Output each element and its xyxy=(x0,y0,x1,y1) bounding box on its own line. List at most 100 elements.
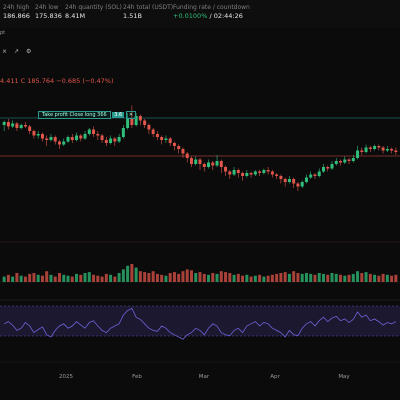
volume-bar xyxy=(6,274,10,282)
candle-body xyxy=(283,179,287,182)
volume-bar xyxy=(377,275,381,282)
take-profit-qty: 3.6 xyxy=(112,112,125,118)
volume-bar xyxy=(45,271,49,282)
settings-icon[interactable]: ⚙ xyxy=(26,48,32,55)
candle-body xyxy=(151,129,155,134)
volume-bar xyxy=(2,276,6,282)
volume-bar xyxy=(228,273,232,282)
volume-bar xyxy=(360,273,364,282)
subline-text: pt xyxy=(0,30,6,36)
candle-body xyxy=(83,134,87,139)
volume-bar xyxy=(287,273,291,282)
volume-bar xyxy=(19,275,23,282)
volume-bar xyxy=(283,272,287,282)
candle-body xyxy=(360,150,364,152)
volume-bar xyxy=(143,272,147,282)
funding-countdown: / 02:44:26 xyxy=(207,12,243,20)
candle-body xyxy=(394,150,398,152)
volume-bar xyxy=(304,273,308,282)
volume-bar xyxy=(253,275,257,282)
candle-body xyxy=(194,159,198,164)
stat-0: 24h high 186.866 xyxy=(3,4,30,20)
candle-body xyxy=(228,171,232,175)
candle-body xyxy=(373,146,377,149)
volume-bar xyxy=(202,273,206,282)
x-tick-label: Feb xyxy=(132,374,142,380)
volume-bar xyxy=(66,275,70,282)
candle-body xyxy=(168,138,172,143)
candle-body xyxy=(45,138,49,140)
volume-bar xyxy=(224,272,228,282)
candle-body xyxy=(117,137,121,142)
candle-body xyxy=(304,177,308,182)
candle-body xyxy=(292,179,296,184)
candle-body xyxy=(138,116,142,121)
candle-body xyxy=(385,149,389,151)
volume-bar xyxy=(32,273,36,282)
volume-bar xyxy=(194,273,198,282)
volume-bar xyxy=(134,267,138,282)
volume-bar xyxy=(207,274,211,282)
candle-body xyxy=(330,164,334,169)
candle-body xyxy=(253,171,257,175)
candle-body xyxy=(309,174,313,178)
stat-1: 24h low 175.836 xyxy=(35,4,62,20)
volume-bar xyxy=(138,271,142,282)
candle-body xyxy=(287,179,291,182)
candle-body xyxy=(321,167,325,172)
take-profit-close-icon[interactable]: ✕ xyxy=(125,111,137,119)
stat-label: 24h low xyxy=(35,4,59,11)
x-tick-label: May xyxy=(338,374,350,380)
candle-body xyxy=(6,122,10,127)
volume-bar xyxy=(160,274,164,282)
candle-body xyxy=(300,182,304,187)
volume-bar xyxy=(330,273,334,282)
volume-bar xyxy=(292,271,296,282)
candle-body xyxy=(364,147,368,152)
candle-body xyxy=(126,119,130,128)
candle-body xyxy=(185,153,189,158)
candle-body xyxy=(49,137,53,140)
x-icon[interactable]: ⨯ xyxy=(2,48,8,55)
volume-bar xyxy=(211,273,215,282)
stat-value: 175.836 xyxy=(35,12,62,20)
stat-label: 24h total (USDT) xyxy=(123,4,174,11)
arrow-icon[interactable]: ↗ xyxy=(14,48,20,55)
stat-label: 24h quantity (SOL) xyxy=(65,4,122,11)
candle-body xyxy=(53,137,57,142)
candle-body xyxy=(130,119,134,125)
volume-bar xyxy=(189,270,193,282)
candle-body xyxy=(121,128,125,137)
volume-bar xyxy=(219,271,223,282)
rsi-line xyxy=(3,307,397,340)
volume-bar xyxy=(279,273,283,282)
volume-bar xyxy=(390,275,394,282)
volume-bar xyxy=(385,274,389,282)
candle-body xyxy=(79,135,83,139)
x-tick-label: Mar xyxy=(199,374,210,380)
volume-bar xyxy=(394,274,398,282)
volume-bar xyxy=(104,273,108,282)
candle-body xyxy=(40,134,44,139)
candle-body xyxy=(109,138,113,143)
volume-bar xyxy=(313,274,317,282)
candle-body xyxy=(296,183,300,187)
volume-bar xyxy=(262,276,266,282)
rsi-band xyxy=(0,306,400,336)
volume-bar xyxy=(164,275,168,282)
take-profit-tag[interactable]: Take profit Close long 366 3.6 ✕ xyxy=(38,111,137,119)
volume-bar xyxy=(181,271,185,282)
candle-body xyxy=(245,173,249,176)
candle-body xyxy=(334,161,338,164)
volume-bar xyxy=(126,265,130,282)
volume-bar xyxy=(147,273,151,282)
stat-value: 8.41M xyxy=(65,12,86,20)
candle-body xyxy=(249,173,253,175)
volume-bar xyxy=(334,273,338,282)
volume-bar xyxy=(249,276,253,282)
candle-body xyxy=(177,146,181,149)
volume-bar xyxy=(109,274,113,282)
stat-value: +0.0100% / 02:44:26 xyxy=(173,12,250,20)
candle-body xyxy=(62,141,66,145)
